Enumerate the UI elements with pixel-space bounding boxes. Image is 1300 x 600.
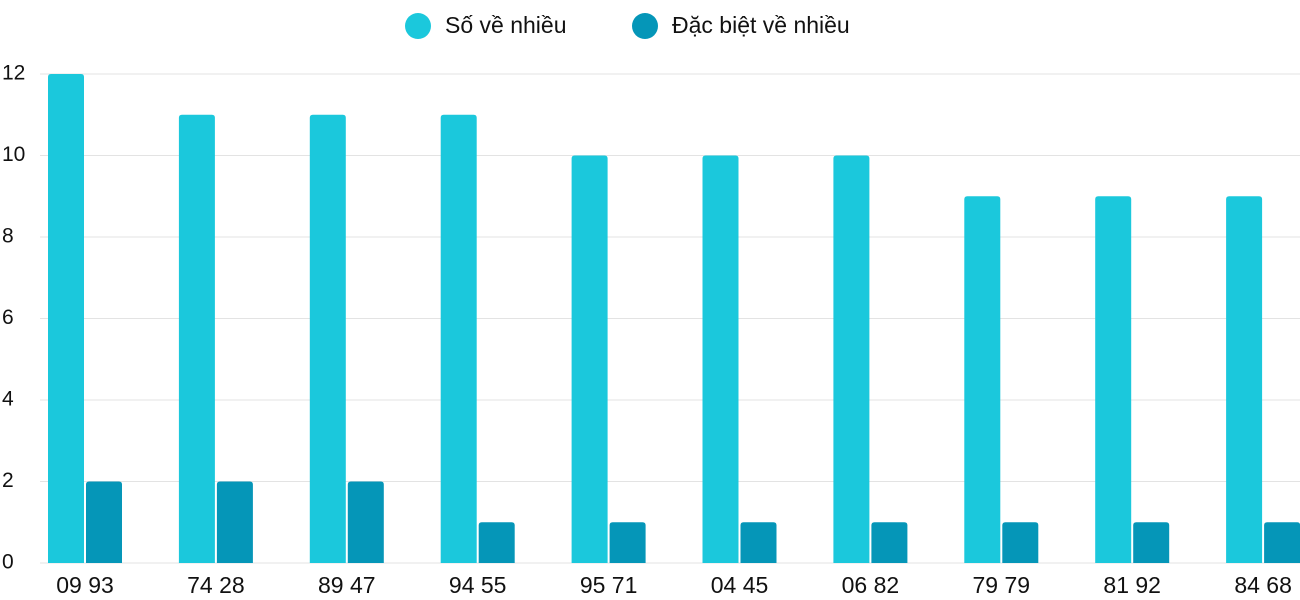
- x-tick-label: 94 55: [449, 572, 507, 598]
- legend-marker: [405, 13, 431, 39]
- bar: [478, 522, 515, 563]
- y-tick-label: 4: [2, 388, 14, 411]
- bar: [964, 196, 1001, 563]
- x-tick-label: 09 93: [56, 572, 114, 598]
- x-tick-label: 79 79: [973, 572, 1031, 598]
- bar: [347, 481, 384, 563]
- bar: [871, 522, 908, 563]
- bar: [178, 114, 215, 563]
- bar: [86, 481, 122, 563]
- bar: [1002, 522, 1039, 563]
- x-tick-label: 06 82: [842, 572, 900, 598]
- x-tick-label: 84 68: [1234, 572, 1292, 598]
- bar: [309, 114, 346, 563]
- y-tick-label: 10: [2, 143, 25, 166]
- bar: [1095, 196, 1132, 563]
- y-tick-label: 0: [2, 551, 14, 574]
- y-tick-label: 2: [2, 469, 14, 492]
- bar: [702, 155, 739, 563]
- bar: [1226, 196, 1263, 563]
- bar: [833, 155, 870, 563]
- y-tick-label: 8: [2, 225, 14, 248]
- bar: [440, 114, 477, 563]
- x-tick-label: 89 47: [318, 572, 376, 598]
- bar: [1264, 522, 1300, 563]
- bar: [1133, 522, 1170, 563]
- y-tick-label: 12: [2, 62, 25, 85]
- bar: [48, 74, 84, 563]
- x-tick-label: 74 28: [187, 572, 245, 598]
- bar: [216, 481, 253, 563]
- x-tick-label: 04 45: [711, 572, 769, 598]
- y-tick-label: 6: [2, 306, 14, 329]
- legend-label: Số về nhiều: [445, 12, 566, 38]
- x-tick-label: 95 71: [580, 572, 638, 598]
- bar: [609, 522, 646, 563]
- bar: [571, 155, 608, 563]
- legend-marker: [632, 13, 658, 39]
- x-tick-label: 81 92: [1103, 572, 1161, 598]
- bar: [740, 522, 777, 563]
- legend-label: Đặc biệt về nhiều: [672, 12, 850, 38]
